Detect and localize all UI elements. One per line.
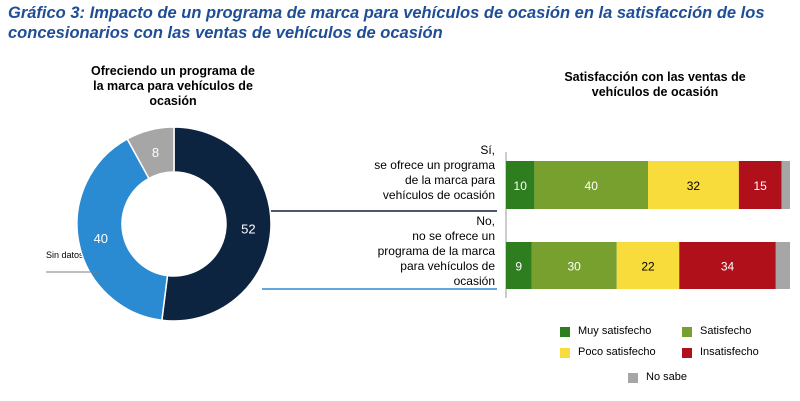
- legend-swatch: [560, 347, 570, 358]
- legend-item-insatisfecho: Insatisfecho: [682, 346, 759, 359]
- row-label-line: ocasión: [453, 274, 495, 288]
- row-label-line: programa de la marca: [377, 244, 495, 258]
- bar-value-label: 15: [754, 179, 768, 193]
- legend-item-no-sabe: No sabe: [628, 371, 687, 384]
- bar-value-label: 10: [514, 179, 528, 193]
- row-label-line: no se ofrece un: [412, 229, 495, 243]
- donut-slice-sin-datos: [126, 126, 175, 180]
- bar-value-label: 40: [585, 179, 599, 193]
- donut-title: Ofreciendo un programa de la marca para …: [91, 64, 255, 108]
- legend-swatch: [682, 326, 692, 337]
- row-label-line: Sí,: [480, 143, 495, 157]
- bar-segment: [534, 161, 648, 209]
- bar-segment: [506, 161, 535, 209]
- bar-segment: [775, 242, 790, 289]
- legend-swatch: [682, 347, 692, 358]
- bar-segment: [738, 161, 782, 209]
- page-title: Gráfico 3: Impacto de un programa de mar…: [8, 4, 765, 42]
- bar-segment: [616, 242, 680, 289]
- legend-item-poco-satisfecho: Poco satisfecho: [560, 346, 656, 359]
- bar-segment: [648, 161, 739, 209]
- bar-segment: [531, 242, 617, 289]
- row-label-line: para vehículos de: [400, 259, 495, 273]
- row-label-line: No,: [476, 214, 495, 228]
- donut-value-label: 40: [94, 231, 108, 246]
- sin-datos-annotation: Sin datos: [46, 250, 84, 260]
- row-label-line: se ofrece un programa: [374, 158, 495, 172]
- donut-value-label: 8: [152, 145, 159, 160]
- bar-row-label-no: No, no se ofrece un programa de la marca…: [340, 214, 495, 289]
- bar-segment: [679, 242, 776, 289]
- legend-swatch: [628, 372, 638, 383]
- bar-value-label: 30: [567, 260, 581, 274]
- legend-swatch: [560, 326, 570, 337]
- bar-value-label: 32: [687, 179, 701, 193]
- donut-value-label: 52: [241, 222, 255, 237]
- donut-slice-sí: [161, 126, 272, 322]
- row-label-line: vehículos de ocasión: [382, 188, 495, 202]
- bar-segment: [781, 161, 790, 209]
- bar-segment: [506, 242, 532, 289]
- bar-value-label: 9: [515, 260, 522, 274]
- bar-value-label: 34: [721, 260, 735, 274]
- legend-item-satisfecho: Satisfecho: [682, 325, 751, 338]
- bar-value-label: 22: [641, 260, 655, 274]
- legend-item-muy-satisfecho: Muy satisfecho: [560, 325, 651, 338]
- row-label-line: de la marca para: [404, 173, 495, 187]
- bar-row-label-si: Sí, se ofrece un programa de la marca pa…: [340, 143, 495, 203]
- donut-slice-no: [76, 137, 169, 322]
- bars-title: Satisfacción con las ventas de vehículos…: [564, 70, 746, 99]
